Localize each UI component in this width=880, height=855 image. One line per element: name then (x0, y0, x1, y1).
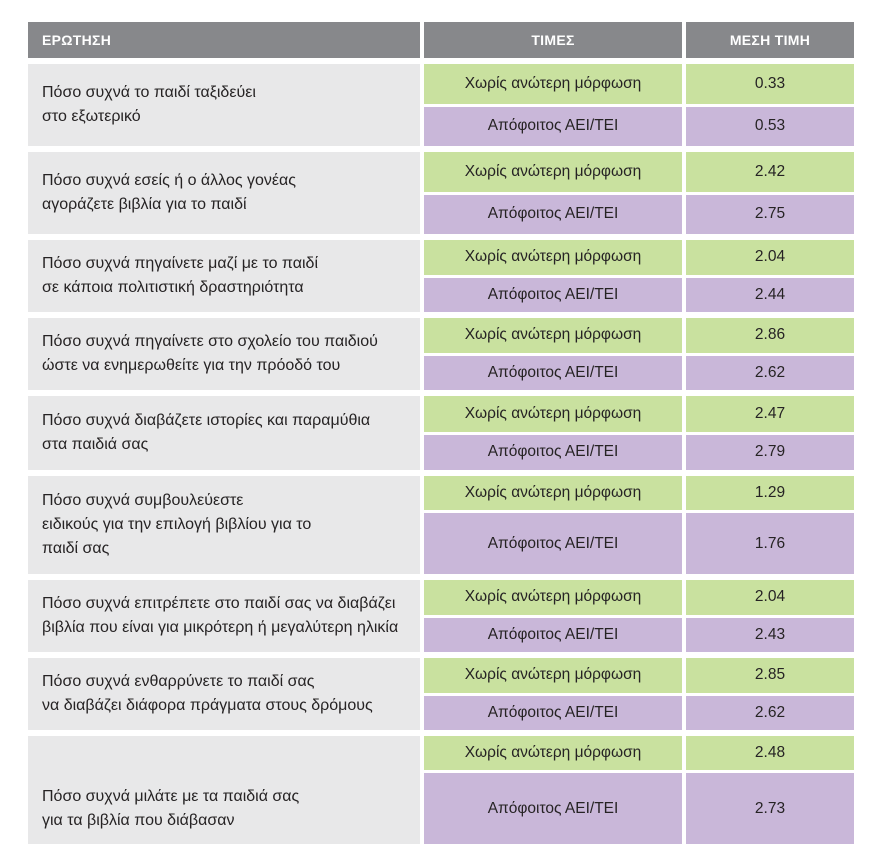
value-label: Απόφοιτος ΑΕΙ/ΤΕΙ (424, 434, 682, 470)
value-rows: Χωρίς ανώτερη μόρφωση 2.86 Απόφοιτος ΑΕΙ… (424, 318, 854, 390)
question-text: Πόσο συχνά το παιδί ταξιδεύει στο εξωτερ… (42, 84, 256, 125)
table-group: Πόσο συχνά πηγαίνετε στο σχολείο του παι… (28, 318, 854, 390)
mean-value: 2.43 (686, 617, 854, 652)
table-group: Πόσο συχνά εσείς ή ο άλλος γονέας αγοράζ… (28, 152, 854, 234)
value-label: Απόφοιτος ΑΕΙ/ΤΕΙ (424, 194, 682, 234)
row-university-graduate: Απόφοιτος ΑΕΙ/ΤΕΙ 0.53 (424, 106, 854, 146)
question-cell: Πόσο συχνά συμβουλεύεστε ειδικούς για τη… (28, 476, 420, 574)
value-label: Χωρίς ανώτερη μόρφωση (424, 396, 682, 432)
table-group: Πόσο συχνά συμβουλεύεστε ειδικούς για τη… (28, 476, 854, 574)
mean-value: 2.86 (686, 318, 854, 353)
question-cell: Πόσο συχνά μιλάτε με τα παιδιά σας για τ… (28, 736, 420, 844)
mean-value: 2.44 (686, 277, 854, 312)
value-label: Χωρίς ανώτερη μόρφωση (424, 658, 682, 693)
mean-value: 0.33 (686, 64, 854, 104)
value-label: Χωρίς ανώτερη μόρφωση (424, 240, 682, 275)
value-rows: Χωρίς ανώτερη μόρφωση 2.04 Απόφοιτος ΑΕΙ… (424, 240, 854, 312)
question-text: Πόσο συχνά πηγαίνετε στο σχολείο του παι… (42, 333, 378, 374)
mean-value: 2.73 (686, 773, 854, 844)
value-label: Απόφοιτος ΑΕΙ/ΤΕΙ (424, 695, 682, 730)
value-label: Απόφοιτος ΑΕΙ/ΤΕΙ (424, 355, 682, 390)
table-group: Πόσο συχνά ενθαρρύνετε το παιδί σας να δ… (28, 658, 854, 730)
mean-value: 2.04 (686, 580, 854, 615)
row-university-graduate: Απόφοιτος ΑΕΙ/ΤΕΙ 1.76 (424, 513, 854, 574)
question-cell: Πόσο συχνά εσείς ή ο άλλος γονέας αγοράζ… (28, 152, 420, 234)
row-no-higher-education: Χωρίς ανώτερη μόρφωση 2.86 (424, 318, 854, 353)
value-rows: Χωρίς ανώτερη μόρφωση 2.48 Απόφοιτος ΑΕΙ… (424, 736, 854, 844)
question-text: Πόσο συχνά εσείς ή ο άλλος γονέας αγοράζ… (42, 172, 296, 213)
row-university-graduate: Απόφοιτος ΑΕΙ/ΤΕΙ 2.62 (424, 695, 854, 730)
question-text: Πόσο συχνά συμβουλεύεστε ειδικούς για τη… (42, 492, 312, 557)
mean-value: 1.76 (686, 513, 854, 574)
row-no-higher-education: Χωρίς ανώτερη μόρφωση 2.48 (424, 736, 854, 770)
table-group: Πόσο συχνά διαβάζετε ιστορίες και παραμύ… (28, 396, 854, 470)
row-no-higher-education: Χωρίς ανώτερη μόρφωση 2.42 (424, 152, 854, 192)
value-rows: Χωρίς ανώτερη μόρφωση 2.04 Απόφοιτος ΑΕΙ… (424, 580, 854, 652)
value-rows: Χωρίς ανώτερη μόρφωση 2.42 Απόφοιτος ΑΕΙ… (424, 152, 854, 234)
value-label: Απόφοιτος ΑΕΙ/ΤΕΙ (424, 513, 682, 574)
value-label: Χωρίς ανώτερη μόρφωση (424, 580, 682, 615)
value-label: Χωρίς ανώτερη μόρφωση (424, 476, 682, 510)
mean-value: 2.62 (686, 355, 854, 390)
mean-value: 0.53 (686, 106, 854, 146)
value-rows: Χωρίς ανώτερη μόρφωση 0.33 Απόφοιτος ΑΕΙ… (424, 64, 854, 146)
table-group: Πόσο συχνά επιτρέπετε στο παιδί σας να δ… (28, 580, 854, 652)
header-question-column: ΕΡΩΤΗΣΗ (28, 22, 420, 58)
value-rows: Χωρίς ανώτερη μόρφωση 2.47 Απόφοιτος ΑΕΙ… (424, 396, 854, 470)
value-label: Απόφοιτος ΑΕΙ/ΤΕΙ (424, 617, 682, 652)
mean-value: 2.04 (686, 240, 854, 275)
question-cell: Πόσο συχνά διαβάζετε ιστορίες και παραμύ… (28, 396, 420, 470)
value-label: Χωρίς ανώτερη μόρφωση (424, 736, 682, 770)
row-no-higher-education: Χωρίς ανώτερη μόρφωση 0.33 (424, 64, 854, 104)
question-text: Πόσο συχνά πηγαίνετε μαζί με το παιδί σε… (42, 255, 318, 296)
row-no-higher-education: Χωρίς ανώτερη μόρφωση 2.04 (424, 580, 854, 615)
row-university-graduate: Απόφοιτος ΑΕΙ/ΤΕΙ 2.44 (424, 277, 854, 312)
question-text: Πόσο συχνά μιλάτε με τα παιδιά σας για τ… (42, 787, 300, 829)
table-group: Πόσο συχνά πηγαίνετε μαζί με το παιδί σε… (28, 240, 854, 312)
row-no-higher-education: Χωρίς ανώτερη μόρφωση 2.04 (424, 240, 854, 275)
question-text: Πόσο συχνά επιτρέπετε στο παιδί σας να δ… (42, 595, 399, 636)
row-university-graduate: Απόφοιτος ΑΕΙ/ΤΕΙ 2.73 (424, 773, 854, 844)
mean-value: 2.48 (686, 736, 854, 770)
mean-value: 2.79 (686, 434, 854, 470)
row-university-graduate: Απόφοιτος ΑΕΙ/ΤΕΙ 2.75 (424, 194, 854, 234)
mean-value: 1.29 (686, 476, 854, 510)
value-label: Χωρίς ανώτερη μόρφωση (424, 64, 682, 104)
value-label: Χωρίς ανώτερη μόρφωση (424, 318, 682, 353)
table-group: Πόσο συχνά το παιδί ταξιδεύει στο εξωτερ… (28, 64, 854, 146)
mean-value: 2.62 (686, 695, 854, 730)
value-label: Απόφοιτος ΑΕΙ/ΤΕΙ (424, 277, 682, 312)
row-no-higher-education: Χωρίς ανώτερη μόρφωση 1.29 (424, 476, 854, 510)
mean-value: 2.47 (686, 396, 854, 432)
question-text: Πόσο συχνά διαβάζετε ιστορίες και παραμύ… (42, 412, 371, 453)
question-cell: Πόσο συχνά πηγαίνετε μαζί με το παιδί σε… (28, 240, 420, 312)
value-rows: Χωρίς ανώτερη μόρφωση 1.29 Απόφοιτος ΑΕΙ… (424, 476, 854, 574)
question-cell: Πόσο συχνά ενθαρρύνετε το παιδί σας να δ… (28, 658, 420, 730)
value-rows: Χωρίς ανώτερη μόρφωση 2.85 Απόφοιτος ΑΕΙ… (424, 658, 854, 730)
question-cell: Πόσο συχνά πηγαίνετε στο σχολείο του παι… (28, 318, 420, 390)
mean-value: 2.75 (686, 194, 854, 234)
value-label: Χωρίς ανώτερη μόρφωση (424, 152, 682, 192)
table-group: Πόσο συχνά μιλάτε με τα παιδιά σας για τ… (28, 736, 854, 844)
value-label: Απόφοιτος ΑΕΙ/ΤΕΙ (424, 773, 682, 844)
row-university-graduate: Απόφοιτος ΑΕΙ/ΤΕΙ 2.62 (424, 355, 854, 390)
question-cell: Πόσο συχνά το παιδί ταξιδεύει στο εξωτερ… (28, 64, 420, 146)
mean-value: 2.42 (686, 152, 854, 192)
value-label: Απόφοιτος ΑΕΙ/ΤΕΙ (424, 106, 682, 146)
statistics-table: ΕΡΩΤΗΣΗ ΤΙΜΕΣ ΜΕΣΗ ΤΙΜΗ Πόσο συχνά το πα… (28, 22, 854, 844)
row-university-graduate: Απόφοιτος ΑΕΙ/ΤΕΙ 2.43 (424, 617, 854, 652)
row-no-higher-education: Χωρίς ανώτερη μόρφωση 2.47 (424, 396, 854, 432)
header-values-column: ΤΙΜΕΣ (424, 22, 682, 58)
table-groups: Πόσο συχνά το παιδί ταξιδεύει στο εξωτερ… (28, 64, 854, 844)
question-cell: Πόσο συχνά επιτρέπετε στο παιδί σας να δ… (28, 580, 420, 652)
table-header-row: ΕΡΩΤΗΣΗ ΤΙΜΕΣ ΜΕΣΗ ΤΙΜΗ (28, 22, 854, 58)
mean-value: 2.85 (686, 658, 854, 693)
row-university-graduate: Απόφοιτος ΑΕΙ/ΤΕΙ 2.79 (424, 434, 854, 470)
row-no-higher-education: Χωρίς ανώτερη μόρφωση 2.85 (424, 658, 854, 693)
question-text: Πόσο συχνά ενθαρρύνετε το παιδί σας να δ… (42, 673, 373, 714)
header-mean-column: ΜΕΣΗ ΤΙΜΗ (686, 22, 854, 58)
